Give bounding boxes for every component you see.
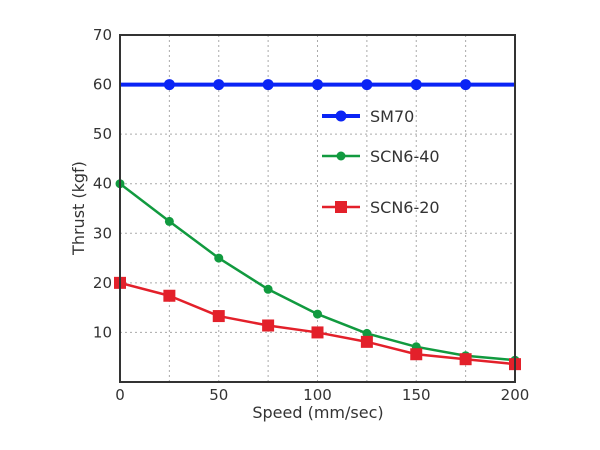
data-point [263,284,273,294]
data-point [362,328,372,338]
tick-labels: 0 50 100 150 200 10 20 30 40 50 60 70 [93,26,529,404]
data-point [214,253,224,263]
data-point [163,79,175,91]
data-point [262,79,274,91]
data-point [360,335,373,348]
series-group [114,79,521,371]
data-point [313,309,322,319]
legend-label: SCN6-20 [370,198,440,217]
y-tick-label: 70 [93,26,112,44]
data-point [312,79,323,91]
y-tick-label: 20 [93,274,112,292]
data-point [410,348,423,361]
x-axis-label: Speed (mm/sec) [252,403,383,422]
data-point [163,289,176,302]
legend-marker [335,110,347,122]
y-tick-label: 60 [93,76,112,94]
data-point [213,79,225,91]
data-point [410,79,422,91]
data-point [459,353,472,366]
y-tick-label: 30 [93,224,112,242]
x-tick-label: 200 [501,386,530,404]
x-tick-label: 100 [303,386,332,404]
legend-marker [336,151,346,161]
y-tick-label: 40 [93,175,112,193]
data-point [262,319,275,332]
data-point [460,79,472,91]
series-scn6-20 [114,276,521,371]
y-axis-label: Thrust (kgf) [69,161,88,256]
legend: SM70 SCN6-40 SCN6-20 [322,107,440,217]
legend-label: SCN6-40 [370,147,440,166]
data-point [311,326,324,339]
y-tick-label: 10 [93,323,112,341]
data-point [212,310,225,323]
legend-marker [335,201,347,213]
series-sm70 [120,79,515,91]
data-point [361,79,373,91]
x-tick-label: 0 [115,386,125,404]
x-tick-label: 50 [209,386,228,404]
legend-label: SM70 [370,107,414,126]
y-tick-label: 50 [93,125,112,143]
data-point [164,216,174,226]
x-tick-label: 150 [402,386,431,404]
plot-frame [119,34,516,383]
